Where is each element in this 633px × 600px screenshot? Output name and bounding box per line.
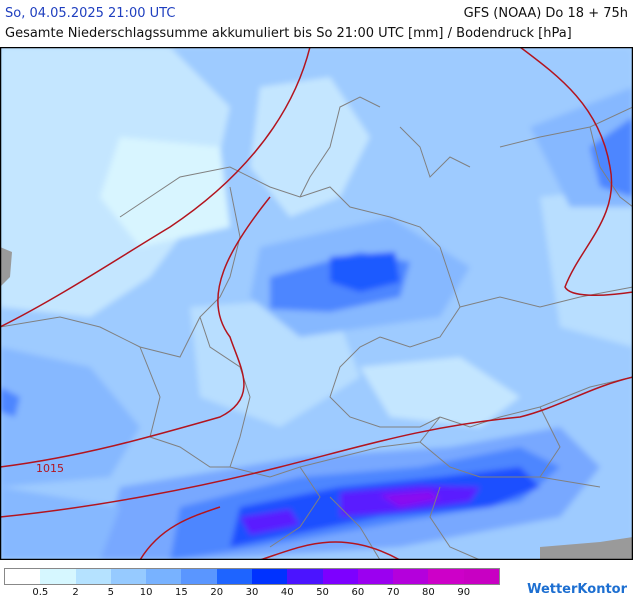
legend-swatch <box>428 569 464 584</box>
model-run: GFS (NOAA) Do 18 + 75h <box>463 6 628 21</box>
legend-label: 5 <box>107 587 115 598</box>
legend-label: 90 <box>457 587 471 598</box>
precipitation-legend: 0.5 2 5 10 15 20 30 40 50 60 70 80 90 <box>4 568 504 598</box>
legend-color-bar <box>4 568 500 585</box>
legend-swatch <box>216 569 252 584</box>
legend-swatch <box>357 569 394 584</box>
legend-swatch <box>40 569 76 584</box>
legend-swatch <box>110 569 147 584</box>
legend-label: 10 <box>139 587 153 598</box>
brand-logo: WetterKontor <box>527 582 627 597</box>
legend-label: 50 <box>316 587 329 598</box>
isobar-east <box>519 46 633 297</box>
map-svg: 1015 <box>0 46 633 561</box>
legend-swatch <box>146 569 182 584</box>
legend-swatch <box>5 569 41 584</box>
legend-labels: 0.5 2 5 10 15 20 30 40 50 60 70 80 90 <box>4 585 504 599</box>
country-borders <box>0 96 633 561</box>
legend-label: 80 <box>422 587 435 598</box>
legend-swatch <box>75 569 111 584</box>
isobar-south <box>0 376 633 518</box>
legend-label: 15 <box>175 587 188 598</box>
edge-terrain-south <box>540 537 633 560</box>
legend-label: 2 <box>72 587 79 598</box>
legend-label: 0.5 <box>32 587 49 598</box>
map-header: So, 04.05.2025 21:00 UTC GFS (NOAA) Do 1… <box>0 0 633 46</box>
isobars <box>0 46 633 561</box>
legend-swatch <box>393 569 429 584</box>
legend-swatch <box>251 569 288 584</box>
legend-swatch <box>287 569 323 584</box>
edge-terrain-west <box>0 247 12 287</box>
legend-swatch <box>463 569 499 584</box>
legend-label: 20 <box>210 587 224 598</box>
legend-swatch <box>181 569 217 584</box>
precipitation-map: 1015 <box>0 46 633 561</box>
legend-swatch <box>322 569 358 584</box>
isobar-label-1015: 1015 <box>36 462 64 475</box>
legend-label: 30 <box>245 587 259 598</box>
legend-label: 70 <box>386 587 400 598</box>
forecast-datetime: So, 04.05.2025 21:00 UTC <box>5 6 176 21</box>
precipitation-field <box>0 47 633 560</box>
legend-label: 40 <box>280 587 294 598</box>
isobar-alps <box>259 541 401 561</box>
isobar-sw <box>139 506 221 561</box>
map-title: Gesamte Niederschlagssumme akkumuliert b… <box>5 26 572 41</box>
isobar-north <box>0 46 311 328</box>
isobar-west <box>0 196 271 468</box>
legend-label: 60 <box>351 587 365 598</box>
